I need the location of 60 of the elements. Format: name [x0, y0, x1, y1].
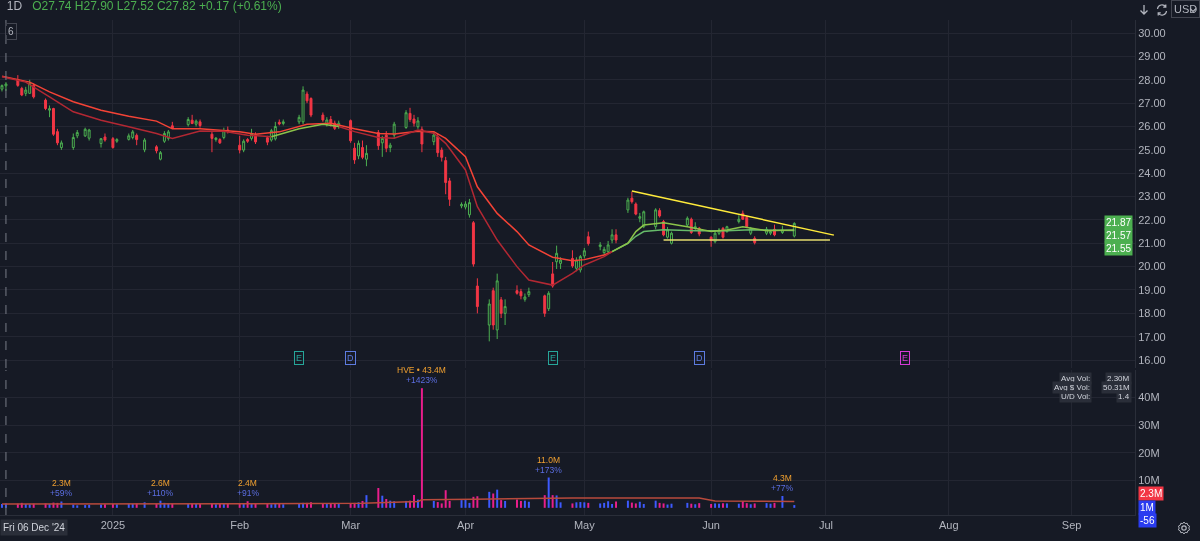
y-tick-label: 25.00	[1138, 143, 1166, 156]
y-tick-label: 20.00	[1138, 260, 1166, 273]
y-tick-label: 30.00	[1138, 26, 1166, 39]
annotation: HVE • 43.4M	[397, 365, 446, 375]
annotation: +91%	[237, 488, 260, 498]
y-tick-label: 22.00	[1138, 213, 1166, 226]
chart-title: 1D	[6, 0, 23, 14]
chart-subtitle: O27.74 H27.90 L27.52 C27.82 +0.17 (+0.61%)	[32, 0, 282, 14]
annotation: 11.0M	[537, 455, 560, 465]
y-tick-label: 21.00	[1138, 237, 1166, 250]
text: -56	[1140, 515, 1155, 526]
annotation: 2.3M	[52, 478, 71, 488]
annotation: +110%	[147, 488, 174, 498]
x-tick-label: Jun	[702, 519, 720, 532]
x-tick-label: Aug	[939, 519, 959, 532]
annotation: U/D Vol:	[1061, 392, 1091, 401]
y-tick-label: 30M	[1138, 418, 1160, 431]
y-tick-label: 16.00	[1138, 353, 1166, 366]
y-tick-label: 28.00	[1138, 73, 1166, 86]
annotation: 1.4	[1118, 392, 1130, 401]
y-tick-label: 10M	[1138, 474, 1160, 487]
annotation: 4.3M	[773, 473, 792, 483]
annotation: E	[550, 353, 557, 363]
annotation: 21.57	[1106, 230, 1132, 241]
y-tick-label: 24.00	[1138, 167, 1166, 180]
annotation: 21.87	[1106, 217, 1132, 228]
annotation: D	[347, 353, 354, 363]
annotation: +173%	[535, 465, 563, 475]
x-tick-label: 2025	[100, 519, 126, 532]
y-tick-label: 18.00	[1138, 307, 1166, 320]
x-tick-label: Sep	[1061, 519, 1082, 532]
annotation: 50.31M	[1103, 383, 1131, 392]
annotation: +59%	[50, 488, 73, 498]
annotation: 21.55	[1106, 243, 1132, 254]
text: 2.3M	[1140, 488, 1163, 499]
annotation: E	[902, 353, 909, 363]
x-tick-label: Jul	[818, 519, 834, 532]
text: USD	[1174, 3, 1198, 15]
y-tick-label: 27.00	[1138, 97, 1166, 109]
y-tick-label: 29.00	[1138, 50, 1166, 63]
x-tick-label: Apr	[456, 519, 475, 532]
y-tick-label: 19.00	[1138, 283, 1166, 296]
annotation: 6	[8, 26, 14, 37]
y-tick-label: 26.00	[1138, 120, 1166, 133]
text: 1M	[1140, 502, 1154, 513]
annotation: D	[696, 353, 703, 363]
x-tick-label: May	[573, 519, 596, 532]
annotation: 2.4M	[238, 478, 257, 488]
x-tick-label: Feb	[230, 519, 250, 532]
y-tick-label: 17.00	[1138, 330, 1166, 343]
y-tick-label: 40M	[1138, 391, 1160, 404]
x-tick-label: Mar	[341, 519, 361, 532]
annotation: +77%	[771, 483, 794, 493]
annotation: +1423%	[406, 375, 438, 385]
annotation: 2.30M	[1107, 374, 1130, 383]
y-tick-label: 20M	[1138, 446, 1160, 459]
annotation: 2.6M	[151, 478, 170, 488]
y-tick-label: 23.00	[1138, 190, 1166, 203]
text: Fri 06 Dec '24	[3, 522, 66, 533]
annotation: E	[296, 353, 303, 363]
